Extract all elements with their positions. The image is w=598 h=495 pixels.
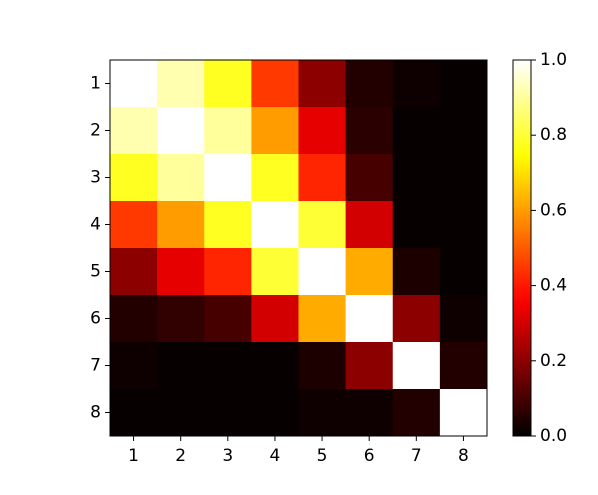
- heatmap-cell: [392, 154, 441, 202]
- heatmap-cell: [392, 60, 441, 108]
- x-tick-label: 3: [222, 446, 233, 466]
- y-tick-label: 5: [90, 262, 101, 282]
- heatmap-cell: [110, 60, 158, 108]
- x-tick-label: 4: [270, 446, 281, 466]
- colorbar-tick-label: 1.0: [540, 50, 567, 70]
- heatmap-cell: [298, 342, 347, 390]
- y-tick-label: 3: [90, 168, 101, 188]
- heatmap-cell: [157, 201, 205, 249]
- heatmap-cell: [345, 389, 394, 437]
- heatmap-cell: [392, 248, 441, 296]
- heatmap-cell: [110, 295, 158, 343]
- heatmap-cell: [439, 60, 488, 108]
- heatmap-cell: [298, 248, 347, 296]
- heatmap-cell: [204, 154, 252, 202]
- heatmap-cell: [345, 60, 394, 108]
- x-tick-label: 5: [317, 446, 328, 466]
- heatmap-cell: [157, 295, 205, 343]
- heatmap-cell: [110, 154, 158, 202]
- y-tick-label: 8: [90, 403, 101, 423]
- heatmap-cell: [251, 295, 299, 343]
- heatmap-cell: [298, 107, 347, 155]
- x-tick-label: 6: [364, 446, 375, 466]
- y-tick-label: 1: [90, 74, 101, 94]
- heatmap-cell: [439, 154, 488, 202]
- y-tick-label: 6: [90, 309, 101, 329]
- heatmap-cell: [392, 342, 441, 390]
- heatmap-cell: [251, 248, 299, 296]
- heatmap-cell: [251, 389, 299, 437]
- heatmap-cell: [204, 389, 252, 437]
- heatmap-cell: [439, 389, 488, 437]
- x-tick-label: 1: [128, 446, 139, 466]
- heatmap-cell: [439, 201, 488, 249]
- y-tick-label: 4: [90, 215, 101, 235]
- heatmap-cell: [439, 342, 488, 390]
- heatmap-cell: [439, 107, 488, 155]
- colorbar-tick-label: 0.6: [540, 200, 567, 220]
- heatmap-cell: [251, 201, 299, 249]
- heatmap-cell: [157, 154, 205, 202]
- plot-frame: [109, 59, 488, 437]
- heatmap-cell: [157, 248, 205, 296]
- heatmap-cell: [439, 248, 488, 296]
- heatmap-cell: [298, 295, 347, 343]
- heatmap-cell: [345, 201, 394, 249]
- heatmap-cell: [298, 154, 347, 202]
- heatmap-cell: [392, 107, 441, 155]
- colorbar-tick-label: 0.2: [540, 351, 567, 371]
- heatmap-cell: [251, 342, 299, 390]
- heatmap-cell: [345, 154, 394, 202]
- heatmap-cell: [110, 389, 158, 437]
- heatmap-cell: [204, 201, 252, 249]
- heatmap-cell: [298, 389, 347, 437]
- heatmap-cell: [110, 201, 158, 249]
- heatmap-cell: [345, 107, 394, 155]
- heatmap-cell: [392, 295, 441, 343]
- heatmap-cell: [204, 295, 252, 343]
- heatmap-cell: [110, 342, 158, 390]
- heatmap-cell: [251, 60, 299, 108]
- y-tick-label: 7: [90, 356, 101, 376]
- heatmap-cell: [298, 201, 347, 249]
- heatmap-cell: [251, 154, 299, 202]
- heatmap-cell: [392, 389, 441, 437]
- heatmap-cell: [251, 107, 299, 155]
- x-tick-label: 7: [411, 446, 422, 466]
- colorbar-tick-label: 0.8: [540, 125, 567, 145]
- heatmap-cell: [345, 342, 394, 390]
- heatmap-cell: [204, 248, 252, 296]
- y-tick-label: 2: [90, 121, 101, 141]
- heatmap-cell: [345, 295, 394, 343]
- x-tick-label: 2: [175, 446, 186, 466]
- heatmap-cell: [439, 295, 488, 343]
- heatmap-cell: [110, 248, 158, 296]
- heatmap-cell: [157, 389, 205, 437]
- heatmap-cell: [204, 107, 252, 155]
- heatmap-cell: [298, 60, 347, 108]
- heatmap-cell: [157, 342, 205, 390]
- heatmap-cell: [204, 60, 252, 108]
- colorbar-tick-label: 0.0: [540, 426, 567, 446]
- heatmap-cell: [392, 201, 441, 249]
- heatmap-cell: [204, 342, 252, 390]
- heatmap-cell: [157, 107, 205, 155]
- colorbar: [512, 59, 532, 437]
- colorbar-tick-label: 0.4: [540, 276, 567, 296]
- heatmap-cell: [157, 60, 205, 108]
- x-tick-label: 8: [458, 446, 469, 466]
- heatmap-cell: [345, 248, 394, 296]
- heatmap-cell: [110, 107, 158, 155]
